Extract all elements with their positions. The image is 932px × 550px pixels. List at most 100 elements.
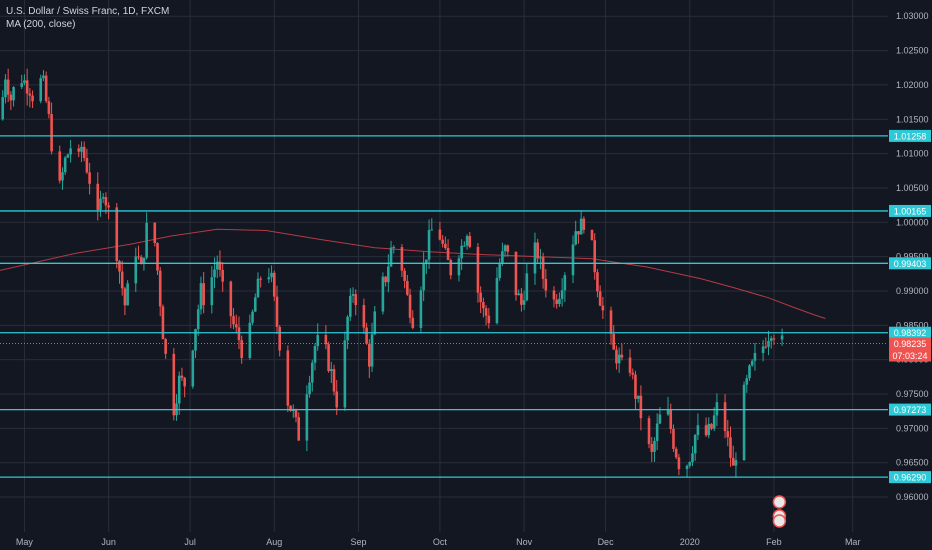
last-price-tag <box>889 337 931 362</box>
candle-body <box>25 80 29 94</box>
candle-body <box>310 362 314 383</box>
candle-body <box>251 311 254 323</box>
candle-body <box>172 353 176 416</box>
candle-body <box>411 317 415 328</box>
candle-body <box>425 259 428 264</box>
candle-body <box>1 97 5 120</box>
candle-body <box>365 327 368 344</box>
candle-body <box>232 316 235 325</box>
candle-body <box>330 369 333 372</box>
economic-event-flag-icon[interactable] <box>772 514 787 528</box>
y-tick-label: 1.03000 <box>896 11 929 21</box>
candle-body <box>229 281 233 317</box>
candle-body <box>389 247 393 267</box>
candle-body <box>769 338 773 341</box>
candle-body <box>324 335 328 345</box>
event-markers[interactable] <box>772 495 787 528</box>
y-tick-label: 1.02500 <box>896 46 929 56</box>
candle-body <box>525 273 529 301</box>
candle-body <box>582 218 586 230</box>
candle-body <box>552 290 556 300</box>
candle-body <box>677 457 681 470</box>
y-tick-label: 0.99500 <box>896 252 929 262</box>
level-price-tag <box>889 204 931 217</box>
candle-body <box>598 291 602 306</box>
candle-body <box>96 183 100 210</box>
candle-body <box>253 297 257 312</box>
candle-body <box>555 299 558 304</box>
candle-body <box>354 294 358 306</box>
candle-body <box>631 372 635 375</box>
candle-body <box>577 231 580 235</box>
candle-body <box>66 154 70 158</box>
candle-body <box>123 288 127 306</box>
candle-body <box>772 338 776 340</box>
candle-body <box>650 443 654 452</box>
level-price-tag <box>889 257 931 270</box>
moving-average-line <box>0 228 826 319</box>
candle-body <box>85 157 89 173</box>
candles <box>1 68 784 478</box>
candle-body <box>495 278 499 324</box>
candle-body <box>384 276 387 283</box>
x-tick-label: Sep <box>350 537 366 547</box>
candle-body <box>297 417 301 441</box>
candle-body <box>58 151 62 181</box>
candle-body <box>80 146 83 152</box>
candle-body <box>653 440 656 452</box>
grid <box>0 0 888 532</box>
y-tick-label: 0.98500 <box>896 320 929 330</box>
candle-body <box>539 257 542 259</box>
candle-body <box>77 148 81 152</box>
candle-body <box>23 80 26 84</box>
candle-body <box>158 270 162 307</box>
candle-body <box>101 197 105 199</box>
level-price-label: 1.01258 <box>894 131 927 141</box>
candle-body <box>422 263 425 291</box>
candle-body <box>259 278 262 280</box>
candle-body <box>742 384 746 461</box>
candle-body <box>596 272 599 292</box>
candle-body <box>696 425 700 436</box>
candle-body <box>715 402 719 416</box>
candle-body <box>601 305 605 311</box>
candle-body <box>63 157 67 173</box>
candle-body <box>142 257 146 265</box>
candle-body <box>104 197 108 206</box>
candle-body <box>444 243 447 249</box>
y-tick-label: 0.96000 <box>896 492 929 502</box>
candle-body <box>335 391 339 408</box>
x-tick-label: Aug <box>266 537 282 547</box>
bar-countdown-label: 07:03:24 <box>892 351 927 361</box>
candle-body <box>99 198 102 210</box>
candle-body <box>707 423 711 436</box>
candle-body <box>579 218 583 235</box>
candle-body <box>593 240 597 273</box>
time-axis-panel[interactable] <box>0 532 932 550</box>
candle-body <box>726 431 730 438</box>
support-resistance-levels[interactable] <box>0 135 888 478</box>
candle-body <box>126 283 129 306</box>
candle-body <box>514 251 518 296</box>
candle-body <box>468 236 472 247</box>
y-tick-label: 0.97000 <box>896 423 929 433</box>
candle-body <box>691 453 694 463</box>
candle-body <box>590 229 594 241</box>
economic-event-flag-icon[interactable] <box>772 495 787 509</box>
candle-body <box>780 335 784 340</box>
candle-body <box>139 256 143 265</box>
candle-body <box>381 276 385 312</box>
candle-body <box>506 245 510 252</box>
candle-body <box>406 281 409 295</box>
candle-body <box>194 329 197 351</box>
candle-body <box>571 244 575 276</box>
candle-body <box>688 462 692 466</box>
price-axis-panel[interactable] <box>888 0 932 550</box>
candle-body <box>463 245 466 247</box>
candle-body <box>332 369 336 392</box>
candle-body <box>294 409 298 418</box>
candle-body <box>44 75 48 102</box>
candle-body <box>419 290 423 328</box>
